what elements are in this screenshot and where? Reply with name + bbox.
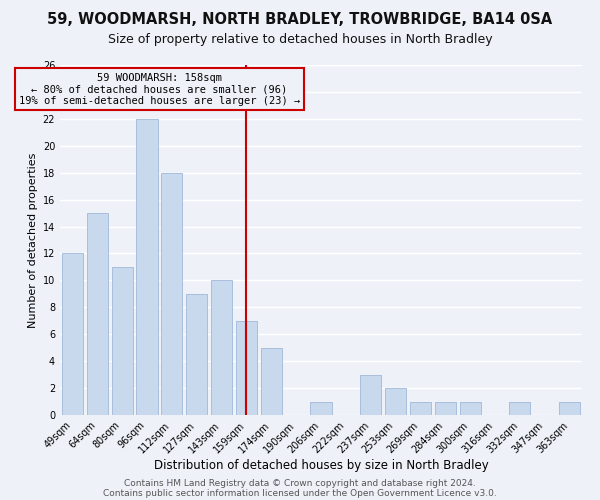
Bar: [261, 348, 282, 415]
Bar: [435, 402, 456, 415]
Bar: [310, 402, 332, 415]
Bar: [559, 402, 580, 415]
X-axis label: Distribution of detached houses by size in North Bradley: Distribution of detached houses by size …: [154, 459, 488, 472]
Text: 59, WOODMARSH, NORTH BRADLEY, TROWBRIDGE, BA14 0SA: 59, WOODMARSH, NORTH BRADLEY, TROWBRIDGE…: [47, 12, 553, 28]
Bar: [385, 388, 406, 415]
Bar: [410, 402, 431, 415]
Bar: [211, 280, 232, 415]
Bar: [112, 267, 133, 415]
Text: Contains HM Land Registry data © Crown copyright and database right 2024.: Contains HM Land Registry data © Crown c…: [124, 478, 476, 488]
Text: Size of property relative to detached houses in North Bradley: Size of property relative to detached ho…: [107, 32, 493, 46]
Bar: [460, 402, 481, 415]
Text: 59 WOODMARSH: 158sqm
← 80% of detached houses are smaller (96)
19% of semi-detac: 59 WOODMARSH: 158sqm ← 80% of detached h…: [19, 72, 300, 106]
Bar: [360, 374, 381, 415]
Bar: [62, 254, 83, 415]
Bar: [87, 213, 108, 415]
Bar: [509, 402, 530, 415]
Text: Contains public sector information licensed under the Open Government Licence v3: Contains public sector information licen…: [103, 488, 497, 498]
Y-axis label: Number of detached properties: Number of detached properties: [28, 152, 38, 328]
Bar: [161, 172, 182, 415]
Bar: [236, 321, 257, 415]
Bar: [186, 294, 207, 415]
Bar: [136, 119, 158, 415]
